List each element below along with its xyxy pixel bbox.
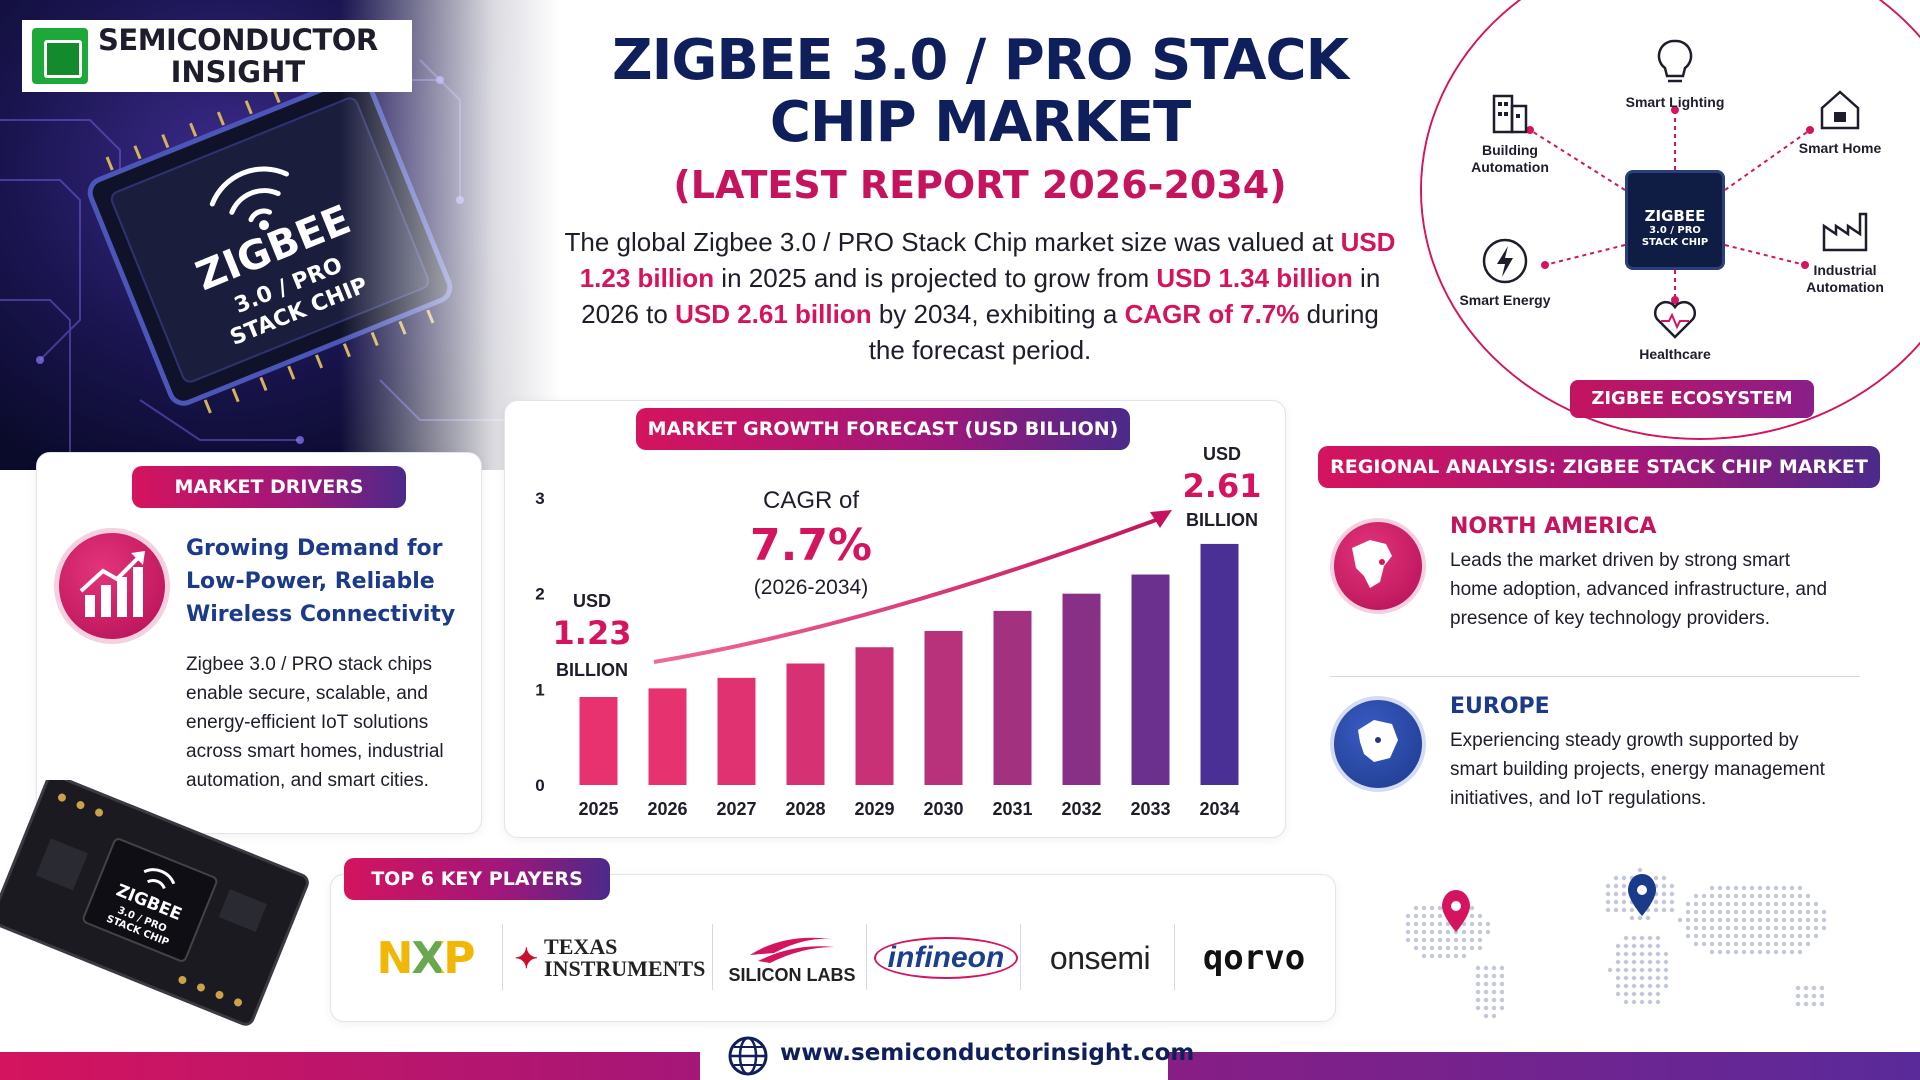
- ti-state-icon: ✦: [514, 942, 539, 974]
- europe-globe-icon: [1330, 696, 1426, 792]
- cagr-label-top: CAGR of: [763, 487, 859, 514]
- x-tick-2033: 2033: [1130, 799, 1170, 819]
- x-tick-2027: 2027: [716, 799, 756, 819]
- start-label-top: USD: [573, 591, 611, 611]
- x-tick-2028: 2028: [785, 799, 825, 819]
- bar-2027: [717, 677, 756, 785]
- growth-chart-icon: [54, 528, 170, 644]
- x-tick-2034: 2034: [1199, 799, 1239, 819]
- value-2034: USD 2.61 billion: [675, 299, 872, 329]
- north-america-text: Leads the market driven by strong smart …: [1450, 550, 1828, 629]
- ecosystem-badge: ZIGBEE ECOSYSTEM: [1570, 380, 1814, 418]
- brand-name-line2: INSIGHT: [170, 55, 306, 89]
- key-players-heading: TOP 6 KEY PLAYERS: [344, 858, 610, 900]
- bar-2026: [648, 688, 687, 785]
- cagr-label-bottom: (2026-2034): [754, 576, 868, 599]
- start-label-value: 1.23: [553, 614, 632, 652]
- building-icon: [1492, 94, 1528, 134]
- chip-logo-icon: [32, 28, 88, 84]
- page-subtitle: (LATEST REPORT 2026-2034): [673, 163, 1287, 207]
- player-nxp: NXP: [350, 924, 500, 992]
- zigbee-module-illustration: ZIGBEE 3.0 / PRO STACK CHIP: [0, 780, 309, 1026]
- x-tick-2031: 2031: [992, 799, 1032, 819]
- regional-heading: REGIONAL ANALYSIS: ZIGBEE STACK CHIP MAR…: [1318, 446, 1880, 488]
- nxp-logo: NXP: [376, 932, 476, 984]
- player-texas-instruments: ✦ TEXAS INSTRUMENTS: [514, 934, 706, 981]
- website-link[interactable]: www.semiconductorinsight.com: [780, 1040, 1195, 1066]
- eco-healthcare: Healthcare: [1615, 300, 1735, 363]
- bar-2028: [786, 663, 825, 785]
- bar-2031: [993, 610, 1032, 785]
- ecosystem-connectors: [1526, 106, 1814, 304]
- value-2025: USD 1.23 billion: [579, 227, 1396, 293]
- cagr-value: CAGR of 7.7%: [1124, 299, 1300, 329]
- eco-smart-home: Smart Home: [1780, 84, 1900, 157]
- drivers-description: Zigbee 3.0 / PRO stack chips enable secu…: [186, 654, 444, 791]
- start-label-bottom: BILLION: [556, 660, 628, 680]
- market-summary: The global Zigbee 3.0 / PRO Stack Chip m…: [564, 227, 1396, 365]
- x-tick-2030: 2030: [923, 799, 963, 819]
- ecosystem-chip: ZIGBEE 3.0 / PRO STACK CHIP: [1625, 170, 1725, 270]
- brand-logo: SEMICONDUCTOR INSIGHT: [22, 20, 412, 92]
- player-infineon: infineon: [873, 924, 1019, 992]
- page-title: ZIGBEE 3.0 / PRO STACK CHIP MARKET: [611, 28, 1349, 155]
- growth-arrow: [653, 515, 1165, 664]
- eco-smart-energy: Smart Energy: [1445, 236, 1565, 309]
- value-2026: USD 1.34 billion: [1156, 263, 1353, 293]
- end-label-value: 2.61: [1183, 467, 1262, 505]
- market-drivers-heading: MARKET DRIVERS: [132, 466, 406, 508]
- y-tick-3: 3: [535, 489, 544, 508]
- bar-2032: [1062, 593, 1101, 785]
- globe-icon: [728, 1036, 768, 1076]
- player-silicon-labs: SILICON LABS: [722, 924, 862, 992]
- north-america-title: NORTH AMERICA: [1450, 514, 1657, 539]
- home-icon: [1820, 90, 1860, 130]
- player-onsemi: onsemi: [1049, 939, 1151, 976]
- market-growth-chart: 0 1 2 3 2025 2026 2027 2028 2029 2030 2031 2032 203…: [535, 444, 1262, 819]
- y-tick-0: 0: [535, 776, 544, 795]
- bar-2025: [579, 696, 618, 785]
- brand-name-line1: SEMICONDUCTOR: [98, 23, 378, 57]
- zigbee-ecosystem: ZIGBEE 3.0 / PRO STACK CHIP Smart Lighti…: [1420, 0, 1920, 440]
- bar-2034: [1200, 543, 1239, 785]
- bar-2033: [1131, 574, 1170, 785]
- end-label-top: USD: [1203, 444, 1241, 464]
- eco-industrial-automation: Industrial Automation: [1785, 206, 1905, 296]
- x-tick-2026: 2026: [647, 799, 687, 819]
- y-tick-1: 1: [535, 680, 544, 699]
- eco-smart-lighting: Smart Lighting: [1615, 38, 1735, 111]
- x-tick-2029: 2029: [854, 799, 894, 819]
- end-label-bottom: BILLION: [1186, 510, 1258, 530]
- lightning-icon: [1482, 238, 1528, 284]
- player-qorvo: qorvo: [1202, 938, 1306, 978]
- cagr-label-value: 7.7%: [750, 520, 872, 571]
- heart-icon: [1653, 300, 1697, 339]
- drivers-title: Growing Demand for Low-Power, Reliable W…: [186, 536, 456, 627]
- bar-2030: [924, 630, 963, 785]
- world-map-illustration: [1405, 867, 1827, 1019]
- x-tick-2025: 2025: [578, 799, 618, 819]
- factory-icon: [1822, 212, 1868, 252]
- north-america-globe-icon: [1330, 518, 1426, 614]
- bar-2029: [855, 647, 894, 785]
- europe-title: EUROPE: [1450, 694, 1550, 719]
- europe-text: Experiencing steady growth supported by …: [1450, 730, 1825, 809]
- x-tick-2032: 2032: [1061, 799, 1101, 819]
- chart-title: MARKET GROWTH FORECAST (USD BILLION): [636, 408, 1130, 450]
- silicon-labs-swoosh-icon: [750, 937, 834, 963]
- eco-building-automation: Building Automation: [1450, 86, 1570, 176]
- lightbulb-icon: [1657, 39, 1693, 83]
- y-tick-2: 2: [535, 585, 544, 604]
- growth-arrow-head: [1150, 510, 1172, 528]
